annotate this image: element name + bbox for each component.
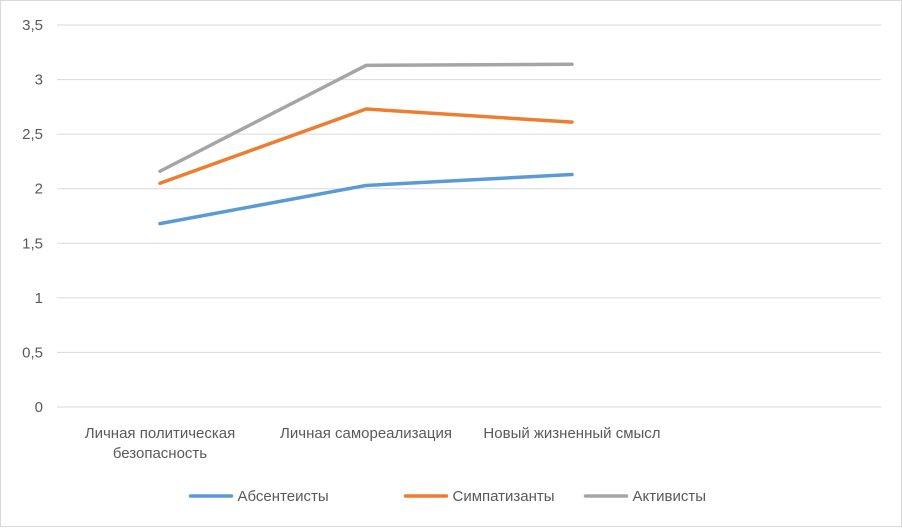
y-tick-label: 2	[35, 181, 43, 198]
gridlines	[57, 24, 881, 408]
y-axis-tick-labels: 0 0,5 1 1,5 2 2,5 3 3,5	[22, 17, 43, 416]
series-lines	[158, 62, 574, 226]
y-tick-label: 1,5	[22, 235, 43, 252]
y-tick-label: 1	[35, 290, 43, 307]
legend-label: Абсентеисты	[238, 488, 329, 505]
legend-label: Активисты	[633, 488, 706, 505]
x-category-label: Личная самореализация	[280, 425, 452, 442]
y-tick-label: 0	[35, 399, 43, 416]
series-line	[158, 172, 574, 226]
y-tick-label: 2,5	[22, 126, 43, 143]
legend-label: Симпатизанты	[453, 488, 555, 505]
x-category-label: Новый жизненный смысл	[483, 425, 660, 442]
x-category-label: Личная политическая безопасность	[85, 425, 235, 462]
y-tick-label: 3,5	[22, 17, 43, 34]
x-axis-category-labels: Личная политическая безопасность Личная са…	[85, 425, 661, 462]
y-tick-label: 0,5	[22, 344, 43, 361]
series-line	[158, 62, 574, 174]
series-line	[158, 107, 574, 186]
legend: Абсентеисты Симпатизанты Активисты	[188, 488, 706, 505]
y-tick-label: 3	[35, 72, 43, 89]
